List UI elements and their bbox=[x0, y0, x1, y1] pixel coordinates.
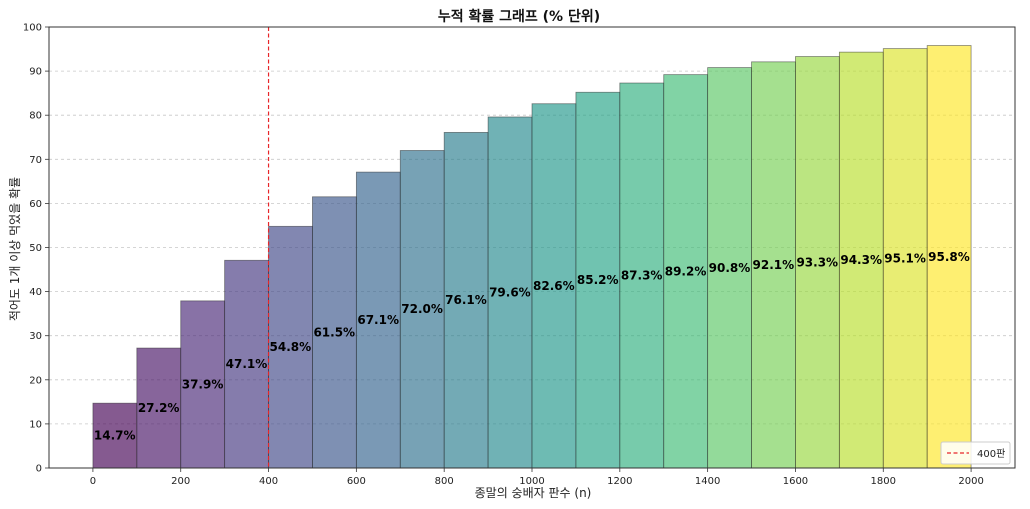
legend-label: 400판 bbox=[977, 448, 1005, 460]
x-tick-label: 1200 bbox=[607, 476, 632, 487]
bar-value-label: 95.8% bbox=[928, 250, 970, 264]
bar-value-label: 61.5% bbox=[313, 325, 355, 339]
chart-title: 누적 확률 그래프 (% 단위) bbox=[438, 8, 600, 25]
bar bbox=[795, 56, 840, 469]
bar-value-label: 82.6% bbox=[533, 279, 575, 293]
y-tick-label: 10 bbox=[29, 419, 42, 430]
bar bbox=[224, 259, 269, 469]
bar-value-label: 79.6% bbox=[489, 285, 531, 299]
y-tick-label: 40 bbox=[29, 287, 42, 298]
bar bbox=[355, 171, 401, 469]
x-tick-label: 1800 bbox=[871, 476, 896, 487]
y-tick-label: 80 bbox=[29, 111, 42, 122]
bar-value-label: 72.0% bbox=[401, 302, 443, 316]
y-tick-label: 20 bbox=[29, 375, 42, 386]
x-tick-label: 2000 bbox=[958, 476, 983, 487]
x-axis-title: 종말의 숭배자 판수 (n) bbox=[475, 486, 592, 500]
bar bbox=[268, 225, 313, 469]
x-tick-label: 0 bbox=[90, 476, 96, 487]
bar bbox=[487, 116, 533, 469]
y-tick-label: 60 bbox=[29, 199, 42, 210]
bar-value-label: 87.3% bbox=[621, 269, 663, 283]
legend-box bbox=[940, 441, 1011, 465]
bar-value-label: 67.1% bbox=[357, 313, 399, 327]
bar-value-labels: 14.7%27.2%37.9%47.1%54.8%61.5%67.1%72.0%… bbox=[94, 250, 970, 443]
y-tick-label: 0 bbox=[36, 464, 42, 475]
x-tick-label: 400 bbox=[259, 476, 278, 487]
bar-value-label: 92.1% bbox=[753, 258, 795, 272]
bar-value-label: 54.8% bbox=[270, 340, 312, 354]
bar bbox=[531, 103, 577, 469]
x-tick-label: 600 bbox=[347, 476, 366, 487]
bar-value-label: 76.1% bbox=[445, 293, 487, 307]
bar bbox=[926, 45, 972, 469]
bar-value-label: 27.2% bbox=[138, 401, 180, 415]
y-tick-label: 50 bbox=[29, 243, 42, 254]
x-axis-ticks: 0 200 400 600 800 1000 1200 1400 1600 1800 2000 bbox=[90, 468, 984, 487]
bar bbox=[399, 150, 445, 469]
legend: 400판 bbox=[940, 441, 1011, 465]
y-tick-label: 100 bbox=[23, 23, 42, 34]
bar-value-label: 94.3% bbox=[840, 253, 882, 267]
bar-value-label: 37.9% bbox=[182, 377, 224, 391]
bar bbox=[312, 196, 357, 469]
bar-value-label: 47.1% bbox=[226, 357, 268, 371]
x-tick-label: 1600 bbox=[783, 476, 808, 487]
bar-value-label: 85.2% bbox=[577, 273, 619, 287]
x-tick-label: 800 bbox=[435, 476, 454, 487]
bar-value-label: 93.3% bbox=[796, 255, 838, 269]
bar-value-label: 95.1% bbox=[884, 251, 926, 265]
x-tick-label: 1400 bbox=[695, 476, 720, 487]
bar-value-label: 89.2% bbox=[665, 264, 707, 278]
y-tick-label: 90 bbox=[29, 67, 42, 78]
bars bbox=[92, 45, 972, 469]
bar bbox=[663, 74, 709, 469]
bar-value-label: 14.7% bbox=[94, 429, 136, 443]
y-tick-label: 70 bbox=[29, 155, 42, 166]
y-axis-ticks: 0 10 20 30 40 50 60 70 80 90 100 bbox=[23, 23, 49, 475]
bar bbox=[619, 82, 665, 469]
bar-value-label: 90.8% bbox=[709, 261, 751, 275]
x-tick-label: 200 bbox=[171, 476, 190, 487]
bar bbox=[838, 51, 884, 469]
y-tick-label: 30 bbox=[29, 331, 42, 342]
y-axis-title: 적어도 1개 이상 먹었을 확률 bbox=[8, 177, 22, 321]
x-tick-label: 1000 bbox=[519, 476, 544, 487]
bar bbox=[575, 91, 621, 469]
